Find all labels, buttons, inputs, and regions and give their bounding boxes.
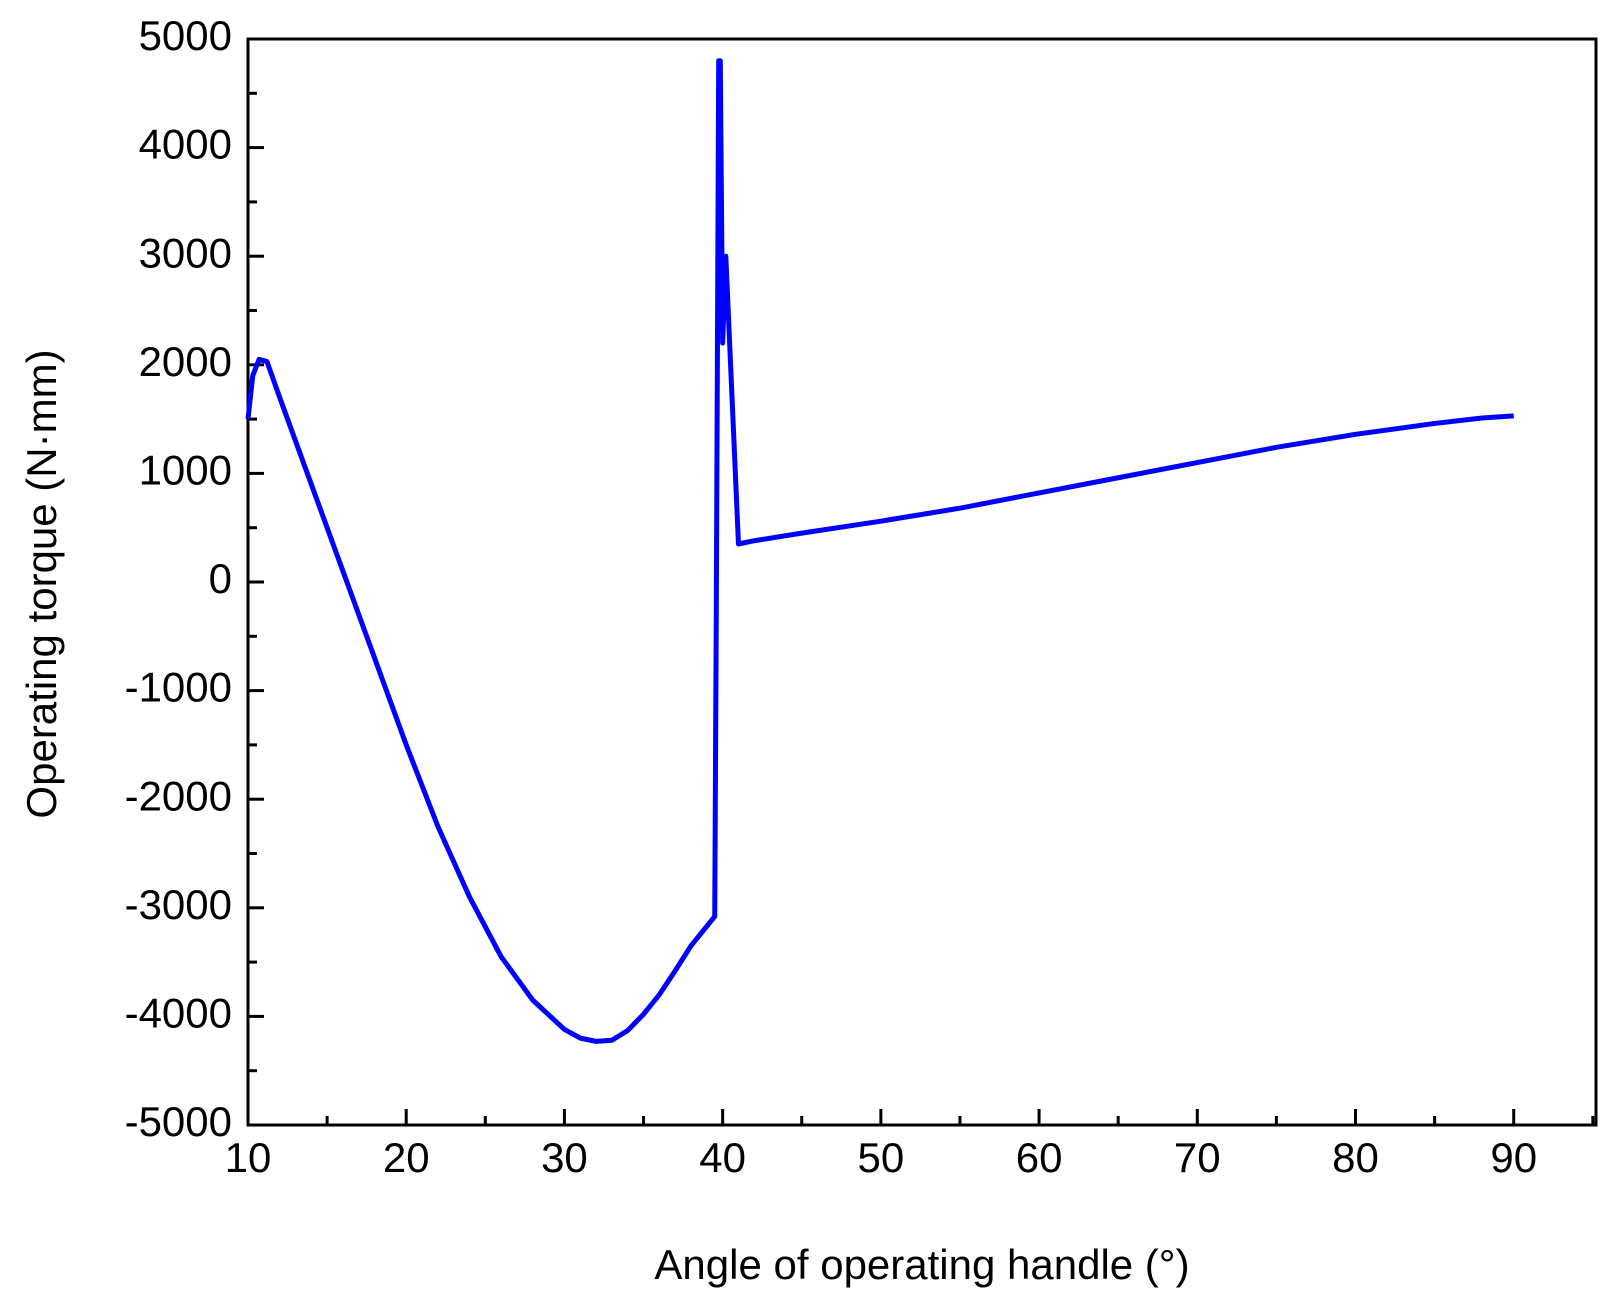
y-tick-label: -3000 [125,881,232,928]
x-tick-label: 30 [541,1134,588,1181]
y-tick-label: -4000 [125,989,232,1036]
y-tick-label: 1000 [139,446,232,493]
y-tick-label: -5000 [125,1098,232,1145]
x-tick-label: 50 [858,1134,905,1181]
x-tick-label: 90 [1490,1134,1537,1181]
y-axis-label: Operating torque (N·mm) [18,349,65,818]
y-tick-label: 0 [209,555,232,602]
x-axis-label: Angle of operating handle (°) [654,1241,1189,1288]
y-tick-label: 4000 [139,121,232,168]
x-tick-label: 40 [699,1134,746,1181]
y-tick-label: -1000 [125,664,232,711]
y-tick-label: 3000 [139,229,232,276]
x-tick-label: 80 [1332,1134,1379,1181]
x-tick-label: 70 [1174,1134,1221,1181]
y-tick-label: 5000 [139,12,232,59]
x-tick-label: 60 [1016,1134,1063,1181]
data-line [245,58,1514,1044]
y-tick-label: 2000 [139,338,232,385]
y-tick-label: -2000 [125,772,232,819]
plot-frame [246,37,1598,1127]
x-tick-label: 10 [225,1134,272,1181]
x-tick-label: 20 [383,1134,430,1181]
